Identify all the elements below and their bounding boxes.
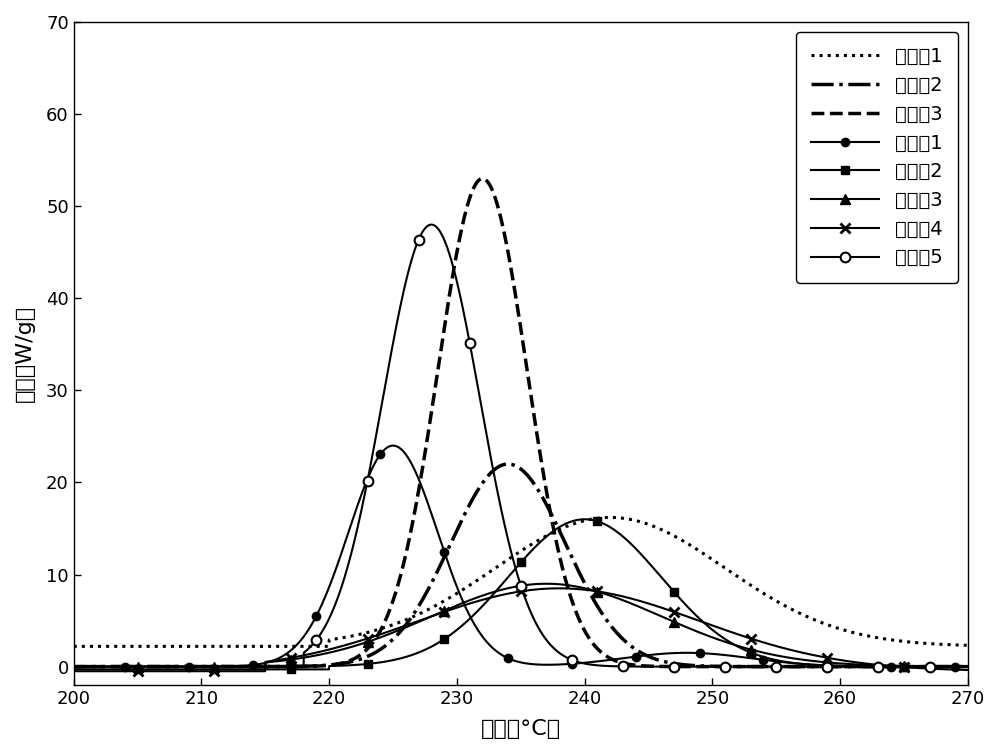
比较例3 (449, 602, 461, 611)
实施例1 (604, 513, 616, 522)
实施例3 (411, 498, 423, 507)
Line: 实施例1: 实施例1 (74, 517, 968, 646)
比较例3 (848, 660, 860, 669)
实施例3 (945, 662, 957, 671)
比较例1 (387, 441, 399, 450)
实施例3 (449, 256, 461, 265)
比较例1 (411, 470, 423, 480)
实施例1 (68, 642, 80, 651)
实施例3 (223, 662, 235, 671)
实施例2 (962, 662, 974, 671)
实施例3 (476, 174, 488, 183)
实施例2 (502, 459, 514, 468)
实施例1 (449, 590, 461, 599)
实施例3 (962, 662, 974, 671)
Y-axis label: 热流（W/g）: 热流（W/g） (15, 305, 35, 402)
比较例1 (848, 662, 860, 671)
比较例3 (540, 579, 552, 588)
比较例5 (68, 662, 80, 671)
Legend: 实施例1, 实施例2, 实施例3, 比较例1, 比较例2, 比较例3, 比较例4, 比较例5: 实施例1, 实施例2, 实施例3, 比较例1, 比较例2, 比较例3, 比较例4… (796, 32, 958, 283)
Line: 实施例3: 实施例3 (74, 179, 968, 667)
比较例5 (945, 662, 957, 671)
比较例2 (449, 627, 461, 636)
Line: 比较例2: 比较例2 (74, 520, 968, 670)
比较例2 (579, 515, 591, 524)
实施例1 (411, 611, 423, 620)
比较例1 (945, 662, 957, 671)
比较例2 (170, 665, 182, 674)
实施例1 (962, 641, 974, 650)
比较例5 (411, 240, 423, 249)
比较例1 (962, 662, 974, 671)
比较例5 (223, 662, 235, 671)
实施例3 (68, 662, 80, 671)
实施例2 (223, 662, 235, 671)
比较例4 (170, 667, 182, 676)
比较例5 (450, 272, 462, 281)
实施例1 (945, 640, 957, 649)
实施例2 (848, 662, 860, 671)
比较例1 (68, 662, 80, 671)
比较例4 (945, 665, 957, 674)
实施例1 (848, 628, 860, 637)
比较例4 (449, 604, 461, 613)
实施例1 (223, 642, 235, 651)
比较例4 (553, 584, 565, 593)
比较例4 (848, 657, 860, 667)
Line: 比较例5: 比较例5 (74, 225, 968, 667)
比较例3 (945, 662, 957, 671)
比较例4 (223, 667, 235, 676)
比较例4 (68, 667, 80, 676)
比较例1 (223, 662, 235, 671)
实施例2 (170, 662, 182, 671)
实施例1 (170, 642, 182, 651)
比较例3 (68, 662, 80, 671)
比较例3 (962, 662, 974, 671)
实施例2 (411, 605, 423, 614)
Line: 比较例1: 比较例1 (74, 446, 968, 667)
比较例2 (68, 665, 80, 674)
比较例3 (223, 662, 235, 671)
比较例2 (411, 648, 423, 657)
Line: 实施例2: 实施例2 (74, 464, 968, 667)
比较例3 (411, 618, 423, 627)
比较例3 (170, 662, 182, 671)
实施例2 (945, 662, 957, 671)
比较例5 (426, 220, 438, 229)
比较例2 (945, 662, 957, 671)
比较例1 (170, 662, 182, 671)
比较例2 (962, 662, 974, 671)
实施例3 (170, 662, 182, 671)
比较例2 (848, 662, 860, 671)
比较例4 (411, 617, 423, 626)
比较例2 (223, 665, 235, 674)
Line: 比较例3: 比较例3 (74, 584, 968, 667)
比较例5 (962, 662, 974, 671)
实施例2 (449, 529, 461, 538)
比较例5 (170, 662, 182, 671)
比较例4 (962, 666, 974, 675)
比较例5 (848, 662, 860, 671)
Line: 比较例4: 比较例4 (74, 588, 968, 671)
比较例1 (450, 579, 462, 588)
X-axis label: 温度（°C）: 温度（°C） (481, 719, 561, 739)
实施例3 (848, 662, 860, 671)
实施例2 (68, 662, 80, 671)
